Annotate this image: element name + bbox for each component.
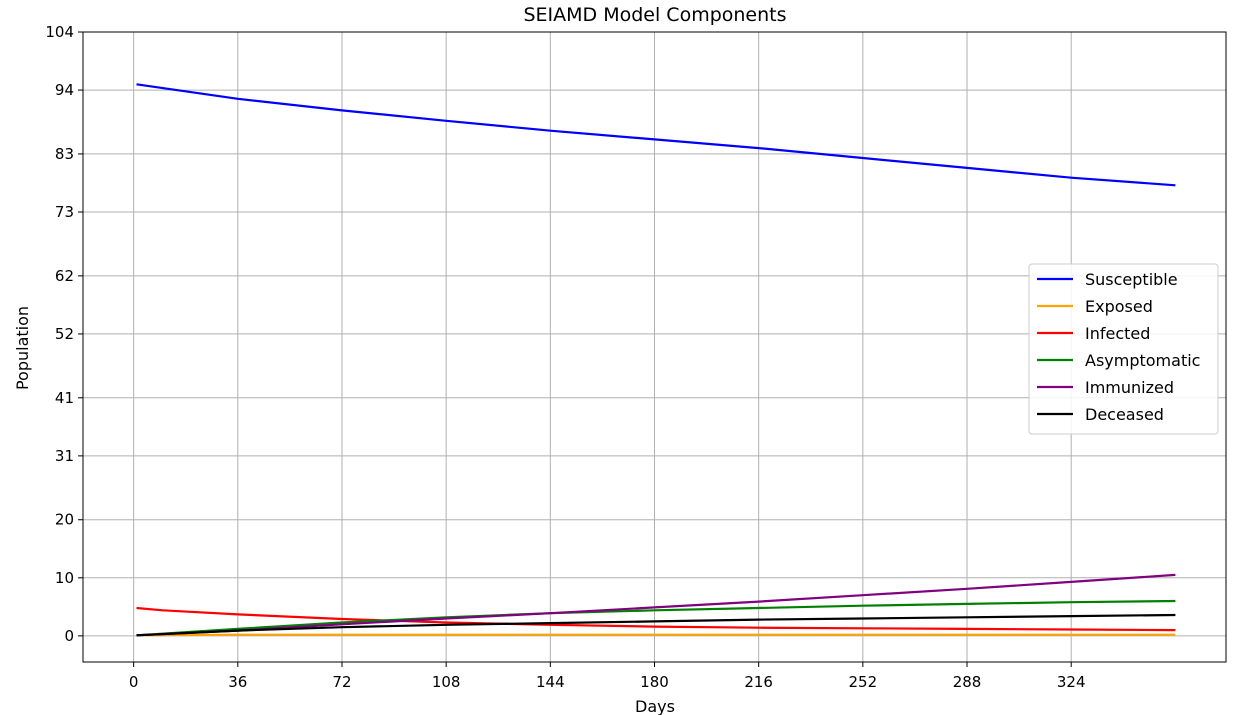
series-line-susceptible <box>136 83 1176 187</box>
series-line-immunized <box>136 573 1176 637</box>
y-tick-label: 31 <box>55 447 74 465</box>
y-tick-label: 62 <box>55 267 74 285</box>
x-tick-label: 324 <box>1057 673 1086 691</box>
legend-label-exposed: Exposed <box>1085 297 1153 316</box>
y-tick-label: 20 <box>55 511 74 529</box>
x-axis-ticks: 0 36 72 108 144 180 216 252 288 324 <box>129 662 1086 691</box>
y-tick-label: 73 <box>55 203 74 221</box>
y-tick-label: 41 <box>55 389 74 407</box>
legend: Susceptible Exposed Infected Asymptomatic Im… <box>1028 263 1219 435</box>
series-line-exposed <box>136 633 1176 637</box>
y-tick-label: 94 <box>55 81 74 99</box>
legend-label-infected: Infected <box>1085 324 1150 343</box>
legend-label-asymptomatic: Asymptomatic <box>1085 351 1200 370</box>
series-line-infected <box>136 606 1176 632</box>
y-tick-label: 0 <box>64 627 74 645</box>
x-tick-label: 180 <box>640 673 669 691</box>
y-axis-ticks: 0 10 20 31 41 52 62 73 83 94 104 <box>45 23 83 645</box>
legend-box <box>1028 263 1219 435</box>
series-lines <box>136 83 1176 637</box>
x-tick-label: 288 <box>953 673 982 691</box>
x-tick-label: 36 <box>228 673 247 691</box>
legend-label-deceased: Deceased <box>1085 405 1164 424</box>
legend-label-immunized: Immunized <box>1085 378 1174 397</box>
x-tick-label: 216 <box>744 673 773 691</box>
x-axis-label: Days <box>635 697 675 715</box>
y-tick-label: 104 <box>45 23 74 41</box>
y-tick-label: 83 <box>55 145 74 163</box>
legend-label-susceptible: Susceptible <box>1085 270 1178 289</box>
y-axis-label: Population <box>13 306 32 390</box>
x-tick-label: 252 <box>849 673 878 691</box>
x-tick-label: 72 <box>332 673 351 691</box>
series-line-deceased <box>136 613 1176 637</box>
chart-title: SEIAMD Model Components <box>523 4 786 26</box>
x-tick-label: 144 <box>536 673 565 691</box>
y-tick-label: 52 <box>55 325 74 343</box>
series-line-asymptomatic <box>136 599 1176 637</box>
y-tick-label: 10 <box>55 569 74 587</box>
x-tick-label: 0 <box>129 673 139 691</box>
x-tick-label: 108 <box>432 673 461 691</box>
